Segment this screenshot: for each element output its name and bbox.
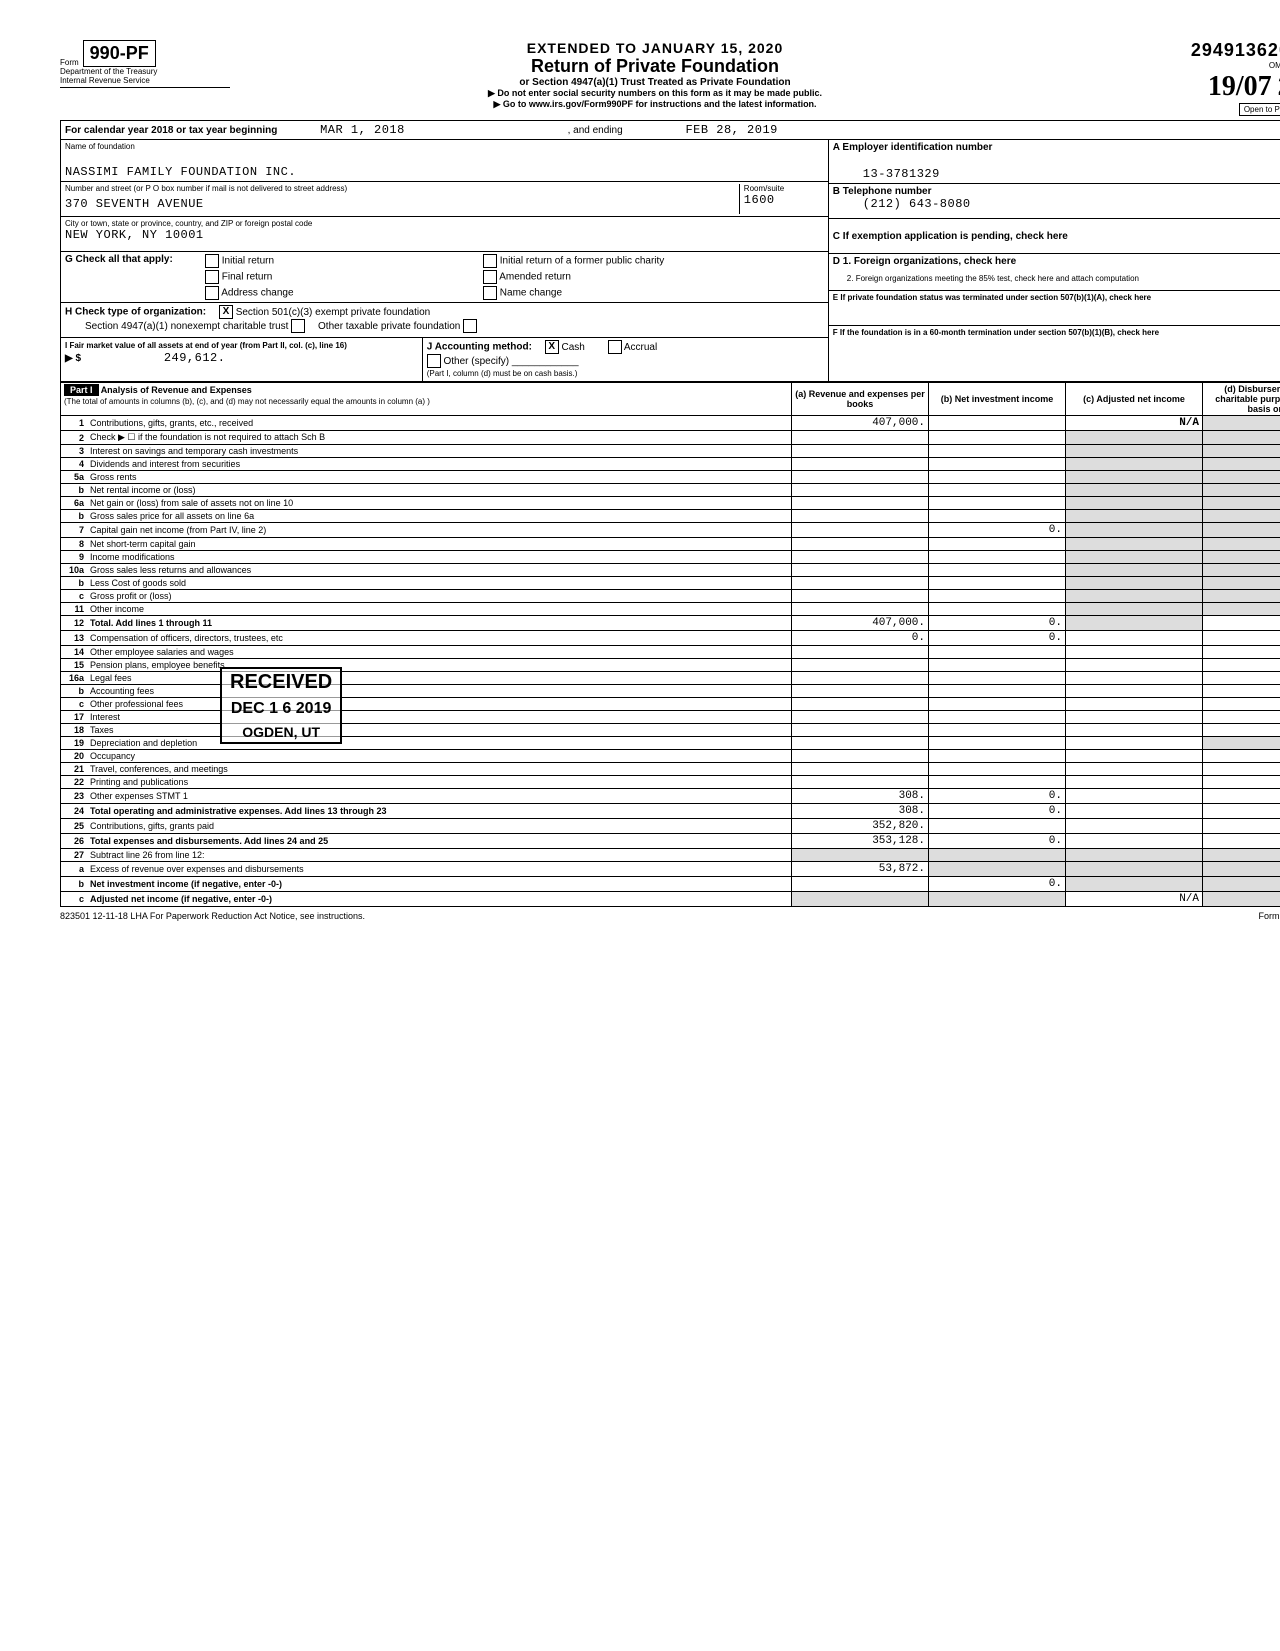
form-label: Form xyxy=(60,58,79,67)
table-row: 10aGross sales less returns and allowanc… xyxy=(61,564,1280,577)
name-label: Name of foundation xyxy=(65,142,824,151)
i-label: I Fair market value of all assets at end… xyxy=(65,341,347,350)
col-c-header: (c) Adjusted net income xyxy=(1066,383,1203,416)
j-note: (Part I, column (d) must be on cash basi… xyxy=(427,369,578,378)
d1-label: D 1. Foreign organizations, check here xyxy=(833,256,1280,270)
table-row: aExcess of revenue over expenses and dis… xyxy=(61,862,1280,877)
h-other-taxable[interactable]: Other taxable private foundation xyxy=(318,321,477,332)
table-row: bNet investment income (if negative, ent… xyxy=(61,877,1280,892)
g-initial-former[interactable]: Initial return of a former public charit… xyxy=(483,254,824,268)
table-row: 27Subtract line 26 from line 12: xyxy=(61,849,1280,862)
year-end: FEB 28, 2019 xyxy=(685,123,777,137)
form-number: 990-PF xyxy=(90,43,149,63)
open-inspection: Open to Public Inspection xyxy=(1239,103,1280,116)
table-row: cGross profit or (loss) xyxy=(61,590,1280,603)
j-cash[interactable]: Cash xyxy=(545,342,585,353)
col-d-header: (d) Disbursements for charitable purpose… xyxy=(1203,383,1280,416)
year-begin: MAR 1, 2018 xyxy=(320,123,405,137)
j-other[interactable]: Other (specify) ____________ xyxy=(427,356,579,367)
table-row: 2Check ▶ ☐ if the foundation is not requ… xyxy=(61,431,1280,445)
return-title: Return of Private Foundation xyxy=(230,56,1080,77)
table-row: bLess Cost of goods sold xyxy=(61,577,1280,590)
table-row: 20Occupancy xyxy=(61,750,1280,763)
table-row: 12Total. Add lines 1 through 11407,000.0… xyxy=(61,616,1280,631)
table-row: 22Printing and publications xyxy=(61,776,1280,789)
table-row: 8Net short-term capital gain xyxy=(61,538,1280,551)
footer-right: Form 990-PF (2018) xyxy=(1258,911,1280,921)
part1-title: Analysis of Revenue and Expenses xyxy=(101,385,252,395)
telephone: (212) 643-8080 xyxy=(863,197,1280,211)
col-a-header: (a) Revenue and expenses per books xyxy=(792,383,929,416)
h-label: H Check type of organization: xyxy=(65,307,206,318)
entity-block: For calendar year 2018 or tax year begin… xyxy=(60,120,1280,382)
g-final-return[interactable]: Final return xyxy=(205,270,453,284)
e-label: E If private foundation status was termi… xyxy=(833,293,1280,323)
table-row: bGross sales price for all assets on lin… xyxy=(61,510,1280,523)
g-amended-return[interactable]: Amended return xyxy=(483,270,824,284)
b-label: B Telephone number xyxy=(833,186,1280,197)
street-address: 370 SEVENTH AVENUE xyxy=(65,197,739,211)
received-stamp: RECEIVED DEC 1 6 2019 OGDEN, UT xyxy=(220,667,342,744)
part1-header: Part I xyxy=(64,384,99,396)
table-row: 5aGross rents xyxy=(61,471,1280,484)
table-row: 13Compensation of officers, directors, t… xyxy=(61,631,1280,646)
table-row: 26Total expenses and disbursements. Add … xyxy=(61,834,1280,849)
room-label: Room/suite xyxy=(744,184,824,193)
part1-table: Part I Analysis of Revenue and Expenses … xyxy=(60,382,1280,907)
i-arrow: ▶ $ xyxy=(65,353,81,364)
g-name-change[interactable]: Name change xyxy=(483,286,824,300)
handwritten-year: 19/07 xyxy=(1208,71,1272,103)
g-initial-return[interactable]: Initial return xyxy=(205,254,453,268)
goto-url: ▶ Go to www.irs.gov/Form990PF for instru… xyxy=(230,99,1080,110)
foundation-name: NASSIMI FAMILY FOUNDATION INC. xyxy=(65,165,824,179)
ein: 13-3781329 xyxy=(863,167,1280,181)
h-501c3[interactable]: Section 501(c)(3) exempt private foundat… xyxy=(219,307,430,318)
g-label: G Check all that apply: xyxy=(65,254,205,300)
city-state-zip: NEW YORK, NY 10001 xyxy=(65,228,824,242)
table-row: 3Interest on savings and temporary cash … xyxy=(61,445,1280,458)
city-label: City or town, state or province, country… xyxy=(65,219,824,228)
g-address-change[interactable]: Address change xyxy=(205,286,453,300)
a-label: A Employer identification number xyxy=(833,142,1280,153)
h-4947[interactable]: Section 4947(a)(1) nonexempt charitable … xyxy=(85,321,305,332)
table-row: 14Other employee salaries and wages xyxy=(61,646,1280,659)
col-b-header: (b) Net investment income xyxy=(929,383,1066,416)
d2-label: 2. Foreign organizations meeting the 85%… xyxy=(833,274,1280,288)
table-row: 1Contributions, gifts, grants, etc., rec… xyxy=(61,416,1280,431)
form-header: Form 990-PF Department of the Treasury I… xyxy=(60,40,1280,116)
table-row: 21Travel, conferences, and meetings xyxy=(61,763,1280,776)
c-label: C If exemption application is pending, c… xyxy=(833,231,1280,242)
f-label: F If the foundation is in a 60-month ter… xyxy=(833,328,1280,358)
table-row: cAdjusted net income (if negative, enter… xyxy=(61,892,1280,907)
table-row: 6aNet gain or (loss) from sale of assets… xyxy=(61,497,1280,510)
table-row: 24Total operating and administrative exp… xyxy=(61,804,1280,819)
table-row: 4Dividends and interest from securities xyxy=(61,458,1280,471)
dln-number: 294913620000 9 xyxy=(1080,40,1280,61)
table-row: 7Capital gain net income (from Part IV, … xyxy=(61,523,1280,538)
addr-label: Number and street (or P O box number if … xyxy=(65,184,739,193)
handwritten-page: 9 24 xyxy=(60,921,1280,944)
table-row: 9Income modifications xyxy=(61,551,1280,564)
ssn-warning: ▶ Do not enter social security numbers o… xyxy=(230,88,1080,99)
extended-to: EXTENDED TO JANUARY 15, 2020 xyxy=(230,40,1080,56)
footer-left: 823501 12-11-18 LHA For Paperwork Reduct… xyxy=(60,911,365,921)
and-ending: , and ending xyxy=(568,125,623,136)
table-row: 25Contributions, gifts, grants paid352,8… xyxy=(61,819,1280,834)
table-row: 11Other income xyxy=(61,603,1280,616)
dept-treasury: Department of the Treasury Internal Reve… xyxy=(60,67,230,88)
calendar-year-label: For calendar year 2018 or tax year begin… xyxy=(65,125,277,136)
subtitle: or Section 4947(a)(1) Trust Treated as P… xyxy=(230,77,1080,88)
table-row: 23Other expenses STMT 1308.0.308. xyxy=(61,789,1280,804)
j-accrual[interactable]: Accrual xyxy=(608,342,658,353)
page-footer: 823501 12-11-18 LHA For Paperwork Reduct… xyxy=(60,911,1280,921)
part1-note: (The total of amounts in columns (b), (c… xyxy=(64,397,430,406)
omb-number: OMB No 1545-0052 xyxy=(1080,61,1280,70)
table-row: bNet rental income or (loss) xyxy=(61,484,1280,497)
fmv-value: 249,612. xyxy=(164,351,226,365)
j-label: J Accounting method: xyxy=(427,342,532,353)
room-suite: 1600 xyxy=(744,193,824,207)
